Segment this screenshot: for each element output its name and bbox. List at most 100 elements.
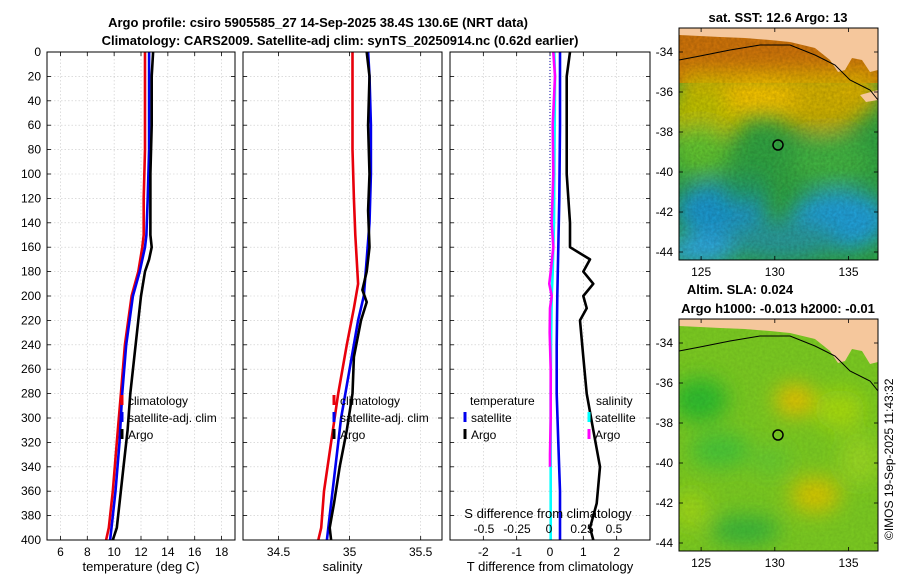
map-y-tick-label: -34: [656, 336, 674, 350]
y-tick-label: 280: [21, 387, 41, 401]
legend-label: Argo: [128, 428, 154, 442]
legend-heading-salinity: salinity: [596, 394, 633, 408]
y-tick-label: 140: [21, 216, 41, 230]
x-tick-label: -2: [478, 545, 489, 559]
series-temperature-satellite: [555, 52, 562, 540]
legend-label: Argo: [471, 428, 497, 442]
y-tick-label: 40: [28, 94, 42, 108]
map-y-tick-label: -34: [656, 45, 674, 59]
y-tick-label: 0: [34, 45, 41, 59]
series-argo: [111, 51, 155, 541]
y-tick-label: 360: [21, 484, 41, 498]
series-satellite-adj-clim: [108, 52, 151, 541]
y-tick-label: 300: [21, 411, 41, 425]
y-tick-label: 220: [21, 313, 41, 327]
y-tick-label: 60: [28, 118, 42, 132]
map-x-tick-label: 130: [765, 556, 785, 570]
map-x-tick-label: 125: [691, 265, 711, 279]
map-x-tick-label: 125: [691, 556, 711, 570]
series-climatology: [317, 52, 360, 541]
y-tick-label: 260: [21, 362, 41, 376]
difference-panel-xlabel: T difference from climatology: [467, 559, 634, 574]
sst-argo-location-marker: [772, 139, 784, 151]
map-y-tick-label: -44: [656, 245, 674, 259]
map-y-tick-label: -42: [656, 205, 674, 219]
series-climatology: [104, 52, 147, 541]
difference-panel-xlabel-top: S difference from climatology: [464, 506, 632, 521]
y-tick-label: 160: [21, 240, 41, 254]
s-tick-label: 0: [546, 522, 553, 536]
y-tick-label: 380: [21, 509, 41, 523]
x-tick-label: 1: [580, 545, 587, 559]
map-x-tick-label: 130: [765, 265, 785, 279]
y-tick-label: 120: [21, 191, 41, 205]
figure-title-line1: Argo profile: csiro 5905585_27 14-Sep-20…: [108, 15, 528, 30]
x-tick-label: 14: [161, 545, 175, 559]
sst-map-title: sat. SST: 12.6 Argo: 13: [709, 10, 848, 25]
x-tick-label: 2: [613, 545, 620, 559]
legend-label: Argo: [340, 428, 366, 442]
series-salinity-argo: [547, 51, 557, 467]
map-y-tick-label: -38: [656, 125, 674, 139]
difference-panel: -2 -1 0 1 2T difference from climatology temp…: [449, 51, 651, 574]
x-tick-label: 12: [134, 545, 148, 559]
y-tick-label: 320: [21, 435, 41, 449]
y-tick-label: 80: [28, 143, 42, 157]
map-y-tick-label: -42: [656, 496, 674, 510]
map-x-tick-label: 135: [839, 556, 859, 570]
sst-map: sat. SST: 12.6 Argo: 13: [656, 10, 879, 279]
temperature-panel: 0 20 40 60 80 100 120 140 160 180 200 220 240 260 280 3…: [21, 45, 236, 574]
x-tick-label: 34.5: [267, 545, 291, 559]
s-tick-label: -0.5: [474, 522, 495, 536]
x-tick-label: 35.5: [409, 545, 433, 559]
temperature-panel-xlabel: temperature (deg C): [82, 559, 199, 574]
legend-label: satellite-adj. clim: [128, 411, 217, 425]
s-tick-label: 0.5: [606, 522, 623, 536]
map-y-tick-label: -40: [656, 165, 674, 179]
y-tick-label: 100: [21, 167, 41, 181]
sla-map-title: Altim. SLA: 0.024: [687, 282, 794, 297]
y-tick-label: 180: [21, 265, 41, 279]
s-tick-label: -0.25: [503, 522, 531, 536]
legend-label: Argo: [595, 428, 621, 442]
x-tick-label: 35: [343, 545, 357, 559]
legend-label: climatology: [128, 394, 188, 408]
map-y-tick-label: -44: [656, 536, 674, 550]
difference-panel-frame: [449, 51, 651, 541]
series-temperature-argo: [565, 51, 602, 541]
series-argo: [328, 51, 371, 541]
y-tick-label: 200: [21, 289, 41, 303]
map-y-tick-label: -40: [656, 456, 674, 470]
y-tick-label: 240: [21, 338, 41, 352]
x-tick-label: 0: [547, 545, 554, 559]
y-tick-label: 340: [21, 460, 41, 474]
legend-label: satellite-adj. clim: [340, 411, 429, 425]
legend-label: satellite: [595, 411, 636, 425]
y-tick-label: 20: [28, 69, 42, 83]
map-y-tick-label: -36: [656, 376, 674, 390]
x-tick-label: 8: [84, 545, 91, 559]
salinity-panel: 34.5 35 35.5 salinity climatology satellite-a…: [242, 51, 443, 574]
x-tick-label: 6: [57, 545, 64, 559]
sla-map-subtitle: Argo h1000: -0.013 h2000: -0.01: [681, 301, 875, 316]
legend-heading-temperature: temperature: [470, 394, 535, 408]
salinity-panel-xlabel: salinity: [323, 559, 363, 574]
figure-title-line2: Climatology: CARS2009. Satellite-adj cli…: [102, 33, 579, 48]
x-tick-label: -1: [511, 545, 522, 559]
temperature-panel-frame: [46, 51, 236, 541]
sla-argo-location-marker: [772, 429, 784, 441]
x-tick-label: 18: [215, 545, 229, 559]
map-x-tick-label: 135: [839, 265, 859, 279]
legend-label: climatology: [340, 394, 400, 408]
imos-watermark: ©IMOS 19-Sep-2025 11:43:32: [882, 378, 896, 540]
map-y-tick-label: -36: [656, 85, 674, 99]
map-y-tick-label: -38: [656, 416, 674, 430]
y-tick-label: 400: [21, 533, 41, 547]
legend-label: satellite: [471, 411, 512, 425]
sla-map: Altim. SLA: 0.024 Argo h1000: -0.013 h20…: [656, 282, 879, 570]
x-tick-label: 10: [107, 545, 121, 559]
x-tick-label: 16: [188, 545, 202, 559]
s-tick-label: 0.25: [570, 522, 594, 536]
salinity-panel-frame: [242, 51, 443, 541]
